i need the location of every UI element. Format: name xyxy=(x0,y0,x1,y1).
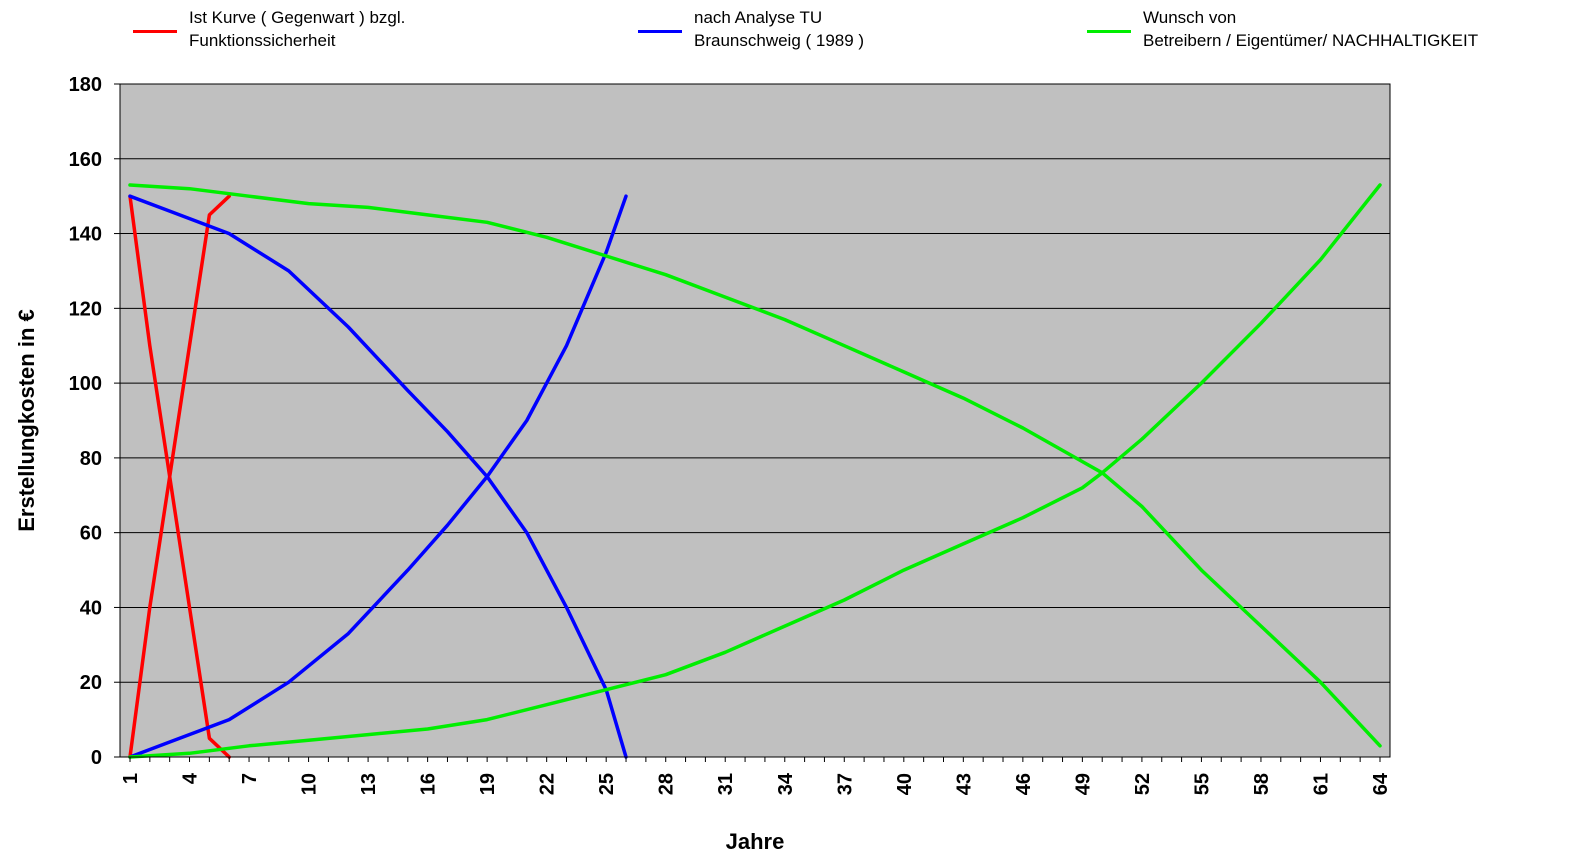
series-line-2 xyxy=(128,194,628,759)
x-tick-label: 16 xyxy=(418,773,440,795)
legend-entry-red: Ist Kurve ( Gegenwart ) bzgl. Funktionss… xyxy=(133,6,405,52)
plot-area xyxy=(120,84,1390,757)
x-tick-label: 55 xyxy=(1191,773,1213,795)
legend-swatch-red xyxy=(133,30,177,33)
y-tick-label: 80 xyxy=(80,448,102,470)
y-tick-label: 60 xyxy=(80,523,102,545)
x-tick-label: 58 xyxy=(1251,773,1273,795)
series-line-5 xyxy=(128,183,1382,759)
legend-swatch-green xyxy=(1087,30,1131,33)
y-tick-label: 100 xyxy=(69,373,102,395)
y-tick-label: 20 xyxy=(80,672,102,694)
x-tick-label: 31 xyxy=(715,773,737,795)
y-tick-label: 140 xyxy=(69,224,102,246)
series-line-0 xyxy=(128,194,231,759)
x-tick-label: 52 xyxy=(1132,773,1154,795)
x-tick-label: 46 xyxy=(1013,773,1035,795)
x-tick-label: 37 xyxy=(834,773,856,795)
x-tick-label: 43 xyxy=(953,773,975,795)
x-tick-label: 28 xyxy=(656,773,678,795)
plot-border xyxy=(119,83,1391,758)
x-tick-label: 13 xyxy=(358,773,380,795)
legend-swatch-blue xyxy=(638,30,682,33)
x-tick-label: 49 xyxy=(1072,773,1094,795)
x-tick-labels: 1 4 7 10 13 16 19 22 25 28 31 34 37 40 43 46 49 52 55 58 61 6… xyxy=(120,772,1392,795)
x-tick-label: 25 xyxy=(596,773,618,795)
x-tick-label: 61 xyxy=(1310,773,1332,795)
x-tick-label: 34 xyxy=(775,772,797,795)
legend-label-blue: nach Analyse TU Braunschweig ( 1989 ) xyxy=(694,8,865,50)
y-tick-label: 40 xyxy=(80,597,102,619)
x-tick-label: 7 xyxy=(239,773,261,784)
y-axis-title: Erstellungkosten in € xyxy=(14,309,39,532)
series-line-1 xyxy=(128,194,231,759)
series-line-3 xyxy=(128,194,628,759)
y-tick-label: 0 xyxy=(91,747,102,769)
x-tick-label: 22 xyxy=(537,773,559,795)
x-tick-label: 1 xyxy=(120,773,142,784)
x-tick-label: 4 xyxy=(180,772,202,784)
x-tick-label: 10 xyxy=(299,773,321,795)
y-tick-label: 180 xyxy=(69,74,102,96)
legend-entry-blue: nach Analyse TU Braunschweig ( 1989 ) xyxy=(638,6,864,52)
legend-entry-green: Wunsch von Betreibern / Eigentümer/ NACH… xyxy=(1087,6,1478,52)
x-tick-label: 19 xyxy=(477,773,499,795)
legend-label-red: Ist Kurve ( Gegenwart ) bzgl. Funktionss… xyxy=(189,8,406,50)
x-tick-label: 64 xyxy=(1370,772,1392,795)
series-line-4 xyxy=(128,183,1382,748)
x-tick-label: 40 xyxy=(894,773,916,795)
legend-label-green: Wunsch von Betreibern / Eigentümer/ NACH… xyxy=(1143,8,1479,50)
y-tick-labels: 0 20 40 60 80 100 120 140 160 180 xyxy=(69,74,102,769)
y-tick-label: 120 xyxy=(69,298,102,320)
y-tick-label: 160 xyxy=(69,149,102,171)
series-lines xyxy=(128,183,1382,759)
axes xyxy=(119,83,1391,762)
x-axis-title: Jahre xyxy=(726,829,785,854)
